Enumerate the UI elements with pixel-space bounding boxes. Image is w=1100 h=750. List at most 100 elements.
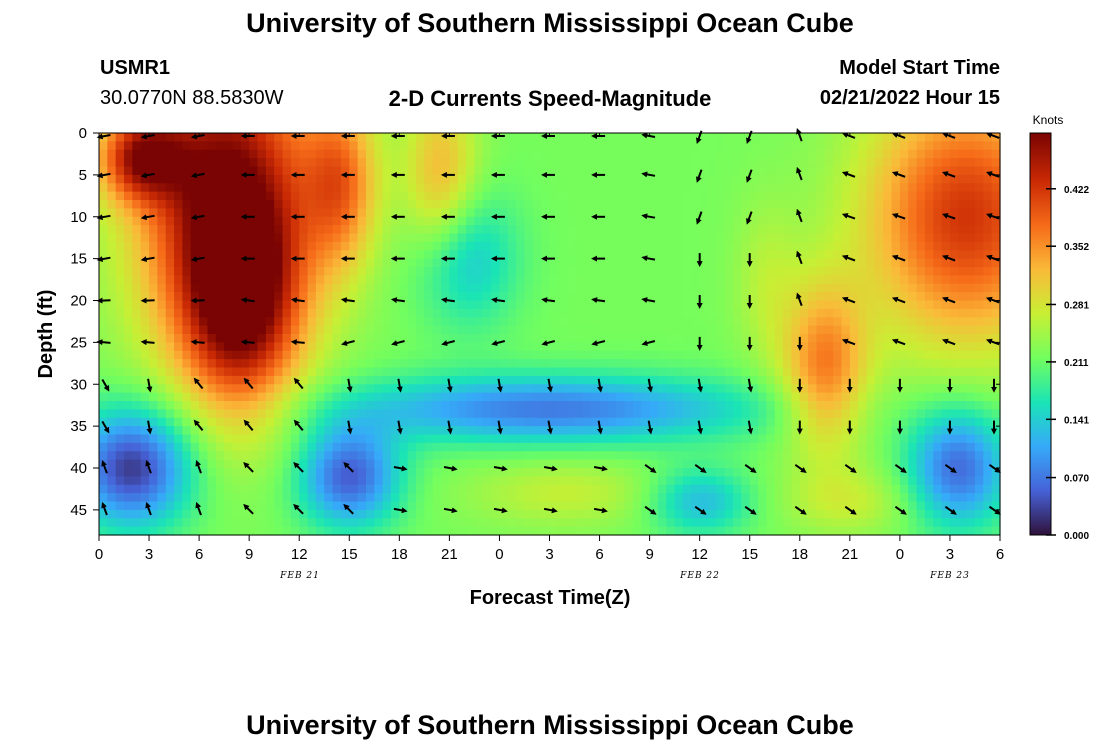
heatmap-cell [407,166,417,176]
heatmap-cell [908,401,918,410]
heatmap-cell [207,426,217,436]
heatmap-cell [282,409,292,419]
heatmap-cell [599,468,609,477]
heatmap-cell [174,200,184,209]
heatmap-cell [916,359,926,369]
heatmap-cell [699,158,709,168]
heatmap-cell [107,200,117,209]
heatmap-cell [649,476,659,486]
heatmap-cell [958,325,968,335]
heatmap-cell [265,225,275,235]
heatmap-cell [799,392,809,402]
heatmap-cell [808,426,818,436]
heatmap-cell [916,174,926,184]
heatmap-cell [682,476,692,486]
heatmap-cell [215,191,225,201]
heatmap-cell [449,392,459,402]
heatmap-cell [140,241,150,251]
heatmap-cell [516,518,526,528]
heatmap-cell [399,225,409,235]
heatmap-cell [457,325,467,335]
heatmap-cell [265,183,275,193]
heatmap-cell [691,493,701,503]
heatmap-cell [199,133,209,142]
heatmap-cell [390,501,400,511]
heatmap-cell [749,250,759,260]
heatmap-cell [733,442,742,452]
heatmap-cell [324,233,334,243]
heatmap-cell [874,149,884,159]
heatmap-cell [516,141,526,151]
heatmap-cell [182,401,192,410]
heatmap-cell [724,442,734,452]
heatmap-cell [157,334,167,343]
heatmap-cell [132,384,142,394]
heatmap-cell [849,183,859,193]
heatmap-cell [532,300,542,310]
heatmap-cell [232,342,242,352]
heatmap-cell [549,233,559,243]
heatmap-cell [624,468,634,477]
heatmap-cell [399,158,409,168]
heatmap-cell [666,451,676,461]
heatmap-cell [390,476,400,486]
heatmap-cell [791,233,801,243]
heatmap-cell [224,158,234,168]
heatmap-cell [224,468,234,477]
heatmap-cell [165,300,175,310]
heatmap-cell [682,501,692,511]
heatmap-cell [324,292,334,302]
heatmap-cell [174,166,184,176]
heatmap-cell [332,409,342,419]
heatmap-cell [340,133,350,142]
heatmap-cell [290,292,300,302]
heatmap-cell [733,426,742,436]
heatmap-cell [157,518,167,528]
heatmap-cell [274,267,284,276]
heatmap-cell [382,459,392,469]
heatmap-cell [924,200,934,209]
heatmap-cell [532,267,542,276]
heatmap-cell [432,233,442,243]
heatmap-cell [657,325,667,335]
heatmap-cell [390,308,400,318]
heatmap-cell [507,308,517,318]
heatmap-cell [132,526,142,536]
heatmap-cell [249,501,259,511]
heatmap-cell [299,208,309,218]
heatmap-cell [774,283,784,293]
heatmap-cell [733,493,742,503]
heatmap-cell [165,493,175,503]
heatmap-cell [149,267,158,276]
heatmap-cell [591,292,601,302]
heatmap-cell [758,342,767,352]
heatmap-cell [891,308,901,318]
heatmap-cell [441,509,450,519]
heatmap-cell [733,241,742,251]
heatmap-cell [349,468,359,477]
heatmap-cell [382,233,392,243]
heatmap-cell [541,451,551,461]
heatmap-cell [340,476,350,486]
heatmap-cell [591,518,601,528]
heatmap-cell [933,325,943,335]
heatmap-cell [249,509,259,519]
heatmap-cell [916,267,926,276]
heatmap-cell [682,166,692,176]
heatmap-cell [549,392,559,402]
heatmap-cell [766,409,776,419]
heatmap-cell [949,292,959,302]
heatmap-cell [916,518,926,528]
heatmap-cell [257,317,267,327]
heatmap-cell [199,451,209,461]
heatmap-cell [958,442,968,452]
heatmap-cell [416,133,425,142]
heatmap-cell [357,225,367,235]
heatmap-cell [416,384,425,394]
heatmap-cell [549,149,559,159]
heatmap-cell [282,258,292,268]
heatmap-cell [290,367,300,377]
heatmap-cell [265,334,275,343]
heatmap-cell [516,292,526,302]
heatmap-cell [632,493,642,503]
